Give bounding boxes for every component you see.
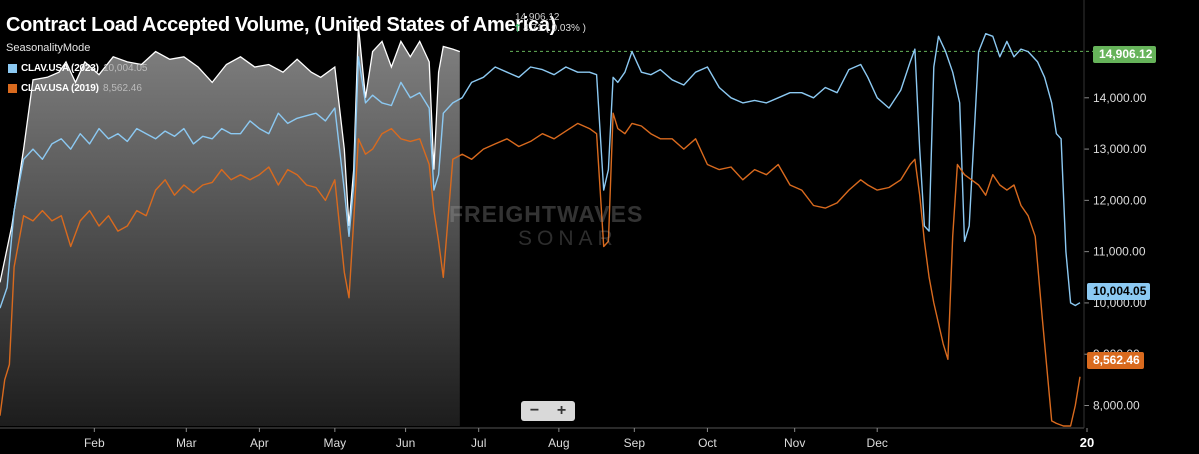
x-tick-label: Jun — [396, 436, 415, 450]
zoom-out-button[interactable]: − — [529, 402, 540, 419]
x-tick-label: Apr — [250, 436, 269, 450]
legend-item-2019[interactable]: CLAV.USA (2019) 8,562.46 — [8, 78, 148, 98]
y-tick-label: 13,000.00 — [1093, 142, 1147, 156]
x-tick-label: Jul — [471, 436, 486, 450]
x-tick-label: May — [324, 436, 347, 450]
current-value: 14,906.12 — [515, 12, 560, 23]
legend: CLAV.USA (2023) 10,004.05 CLAV.USA (2019… — [8, 58, 148, 98]
change-text: 4.71 ( 0.03% ) — [523, 23, 587, 34]
x-tick-label: Dec — [867, 436, 888, 450]
series-line-clav-usa-2019- — [0, 112, 1081, 427]
current-stat: 14,906.12 🡑 4.71 ( 0.03% ) — [515, 12, 586, 34]
x-tick-label: Oct — [698, 436, 717, 450]
change-readout: 🡑 4.71 ( 0.03% ) — [515, 23, 586, 34]
y-tick-label: 14,000.00 — [1093, 91, 1147, 105]
legend-item-2023[interactable]: CLAV.USA (2023) 10,004.05 — [8, 58, 148, 78]
zoom-in-button[interactable]: + — [556, 402, 567, 419]
current-value-flag: 14,906.12 — [1093, 46, 1157, 63]
series-2023-flag: 10,004.05 — [1087, 283, 1151, 300]
x-tick-label: Nov — [784, 436, 805, 450]
series-2019-flag: 8,562.46 — [1087, 352, 1144, 369]
legend-series-name: CLAV.USA (2019) — [21, 82, 99, 94]
watermark-logo: FREIGHTWAVES — [449, 201, 644, 227]
x-tick-label: Mar — [176, 436, 197, 450]
watermark-sub: SONAR — [518, 227, 618, 250]
y-tick-label: 8,000.00 — [1093, 398, 1140, 412]
zoom-controls: − + — [521, 401, 575, 421]
x-tick-label: Sep — [624, 436, 646, 450]
y-tick-label: 12,000.00 — [1093, 193, 1147, 207]
up-arrow-icon: 🡑 — [515, 23, 521, 34]
seasonality-mode-label[interactable]: SeasonalityMode — [6, 42, 91, 54]
y-tick-label: 11,000.00 — [1093, 245, 1146, 259]
legend-series-value: 10,004.05 — [103, 62, 148, 74]
chart-title: Contract Load Accepted Volume, (United S… — [6, 14, 557, 36]
x-tick-label: 20 — [1080, 435, 1094, 450]
legend-swatch — [8, 63, 17, 73]
x-tick-label: Aug — [548, 436, 569, 450]
series-line-current — [0, 25, 461, 283]
series-line-clav-usa-2023- — [0, 33, 1081, 309]
legend-swatch — [8, 83, 17, 93]
area-fill-current — [0, 26, 460, 426]
x-tick-label: Feb — [84, 436, 105, 450]
legend-series-value: 8,562.46 — [103, 82, 142, 94]
legend-series-name: CLAV.USA (2023) — [21, 62, 99, 74]
